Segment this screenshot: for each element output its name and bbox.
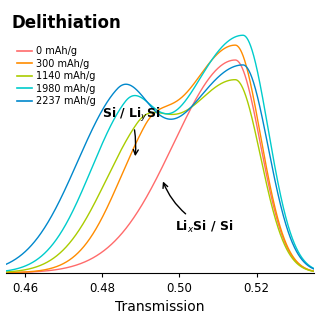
X-axis label: Transmission: Transmission (115, 300, 205, 315)
Text: Si / Li$_y$Si: Si / Li$_y$Si (102, 106, 161, 155)
Text: Delithiation: Delithiation (12, 13, 122, 32)
Text: Li$_x$Si / Si: Li$_x$Si / Si (163, 183, 234, 235)
Legend: 0 mAh/g, 300 mAh/g, 1140 mAh/g, 1980 mAh/g, 2237 mAh/g: 0 mAh/g, 300 mAh/g, 1140 mAh/g, 1980 mAh… (13, 43, 100, 110)
